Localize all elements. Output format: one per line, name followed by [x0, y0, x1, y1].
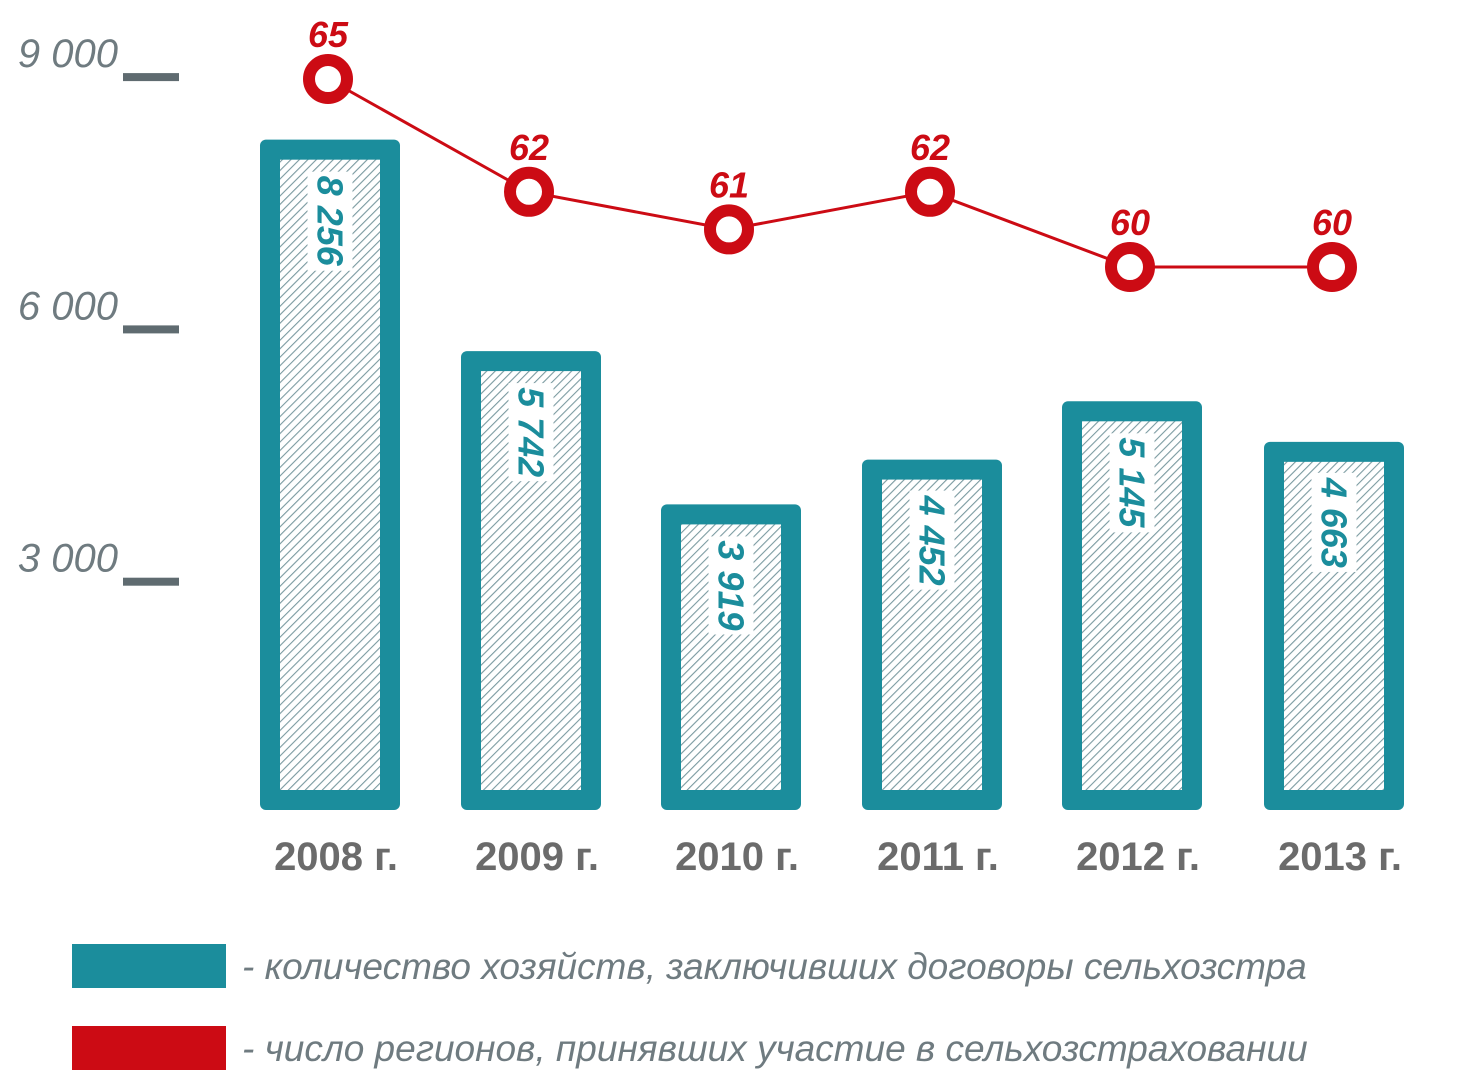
y-tick-label: 3 000: [18, 537, 118, 581]
legend-label-bars: - количество хозяйств, заключивших догов…: [242, 946, 1307, 987]
y-tick-mark: [123, 325, 179, 334]
bar-value-label: 4 663: [1314, 477, 1355, 568]
x-tick-label: 2010 г.: [675, 835, 799, 879]
legend-item-bars: - количество хозяйств, заключивших догов…: [72, 944, 1476, 990]
line-value-label: 62: [509, 127, 549, 168]
y-tick-label: 6 000: [18, 284, 118, 328]
x-tick-label: 2013 г.: [1278, 835, 1402, 879]
line-point-center: [926, 187, 934, 196]
legend-item-line: - число регионов, принявших участие в се…: [72, 1026, 1476, 1072]
x-tick-label: 2012 г.: [1076, 835, 1200, 879]
line-value-label: 65: [308, 14, 349, 55]
line-point-center: [725, 225, 733, 234]
x-axis: 2008 г. 2009 г. 2010 г. 2011 г. 2012 г. 2013 …: [274, 835, 1402, 879]
bar-value-label: 5 145: [1112, 437, 1153, 528]
line-point-center: [1328, 263, 1336, 271]
legend-swatch-bars: [72, 944, 226, 988]
line-value-label: 61: [709, 164, 749, 205]
bars: 8 256 5 742 3 919 4 452 5 145 4 663: [260, 139, 1404, 810]
bar-value-label-bg: [909, 490, 955, 590]
line-value-label: 60: [1110, 202, 1150, 243]
x-tick-label: 2009 г.: [475, 835, 599, 879]
bar-value-label-bg: [1109, 433, 1155, 533]
y-tick-mark: [123, 73, 179, 82]
legend-label-line: - число регионов, принявших участие в се…: [242, 1028, 1308, 1069]
bar-value-label-bg: [508, 383, 554, 482]
y-tick-label: 9 000: [18, 32, 118, 76]
line-value-label: 60: [1312, 202, 1352, 243]
bar-value-label: 5 742: [511, 387, 552, 477]
line-value-label: 62: [910, 127, 950, 168]
bar-value-label: 3 919: [711, 540, 752, 630]
line-point-center: [324, 75, 332, 83]
bar-value-label-bg: [1311, 472, 1357, 572]
line-point-center: [1126, 263, 1134, 271]
bar-value-label-bg: [307, 171, 353, 271]
line-series: 65 62 61 62 60 60: [303, 14, 1357, 292]
series-line: [327, 77, 1332, 269]
x-tick-label: 2011 г.: [877, 835, 999, 879]
bar-value-label: 4 452: [912, 495, 953, 586]
y-tick-mark: [123, 577, 179, 586]
x-tick-label: 2008 г.: [274, 835, 398, 879]
bar-value-label: 8 256: [310, 176, 351, 267]
bar-value-label-bg: [708, 536, 754, 635]
line-point-center: [525, 187, 533, 196]
legend-swatch-line: [72, 1026, 226, 1070]
y-axis: 3 000 6 000 9 000: [18, 32, 179, 586]
